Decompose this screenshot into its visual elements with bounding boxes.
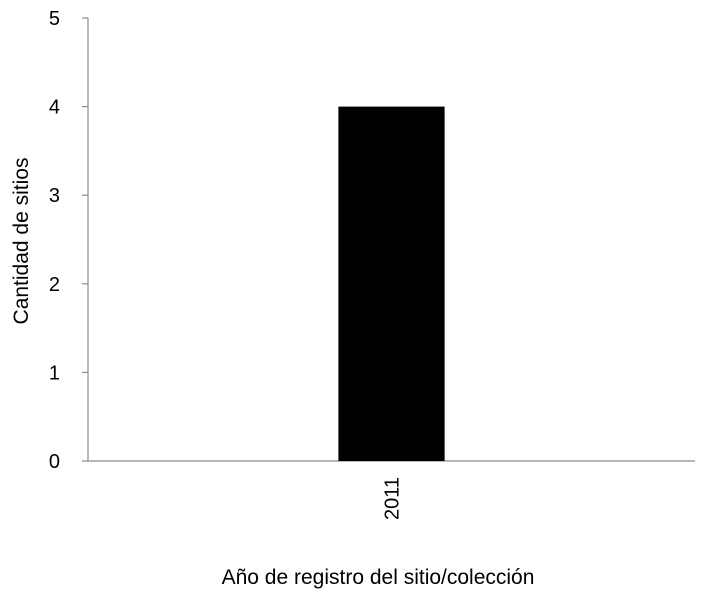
x-axis: 2011 <box>88 460 695 520</box>
bars <box>338 106 445 461</box>
y-tick-label: 0 <box>49 451 60 473</box>
y-tick-label: 5 <box>49 8 60 30</box>
y-tick-label: 1 <box>49 362 60 384</box>
y-tick-label: 3 <box>49 185 60 207</box>
y-tick-label: 4 <box>49 97 60 119</box>
y-axis-title: Cantidad de sitios <box>10 158 33 325</box>
bar-2011 <box>338 106 445 461</box>
x-axis-title: Año de registro del sitio/colección <box>222 566 535 589</box>
y-axis: 0 1 2 3 4 5 <box>49 8 89 473</box>
y-tick-label: 2 <box>49 274 60 296</box>
x-tick-label: 2011 <box>382 477 404 520</box>
